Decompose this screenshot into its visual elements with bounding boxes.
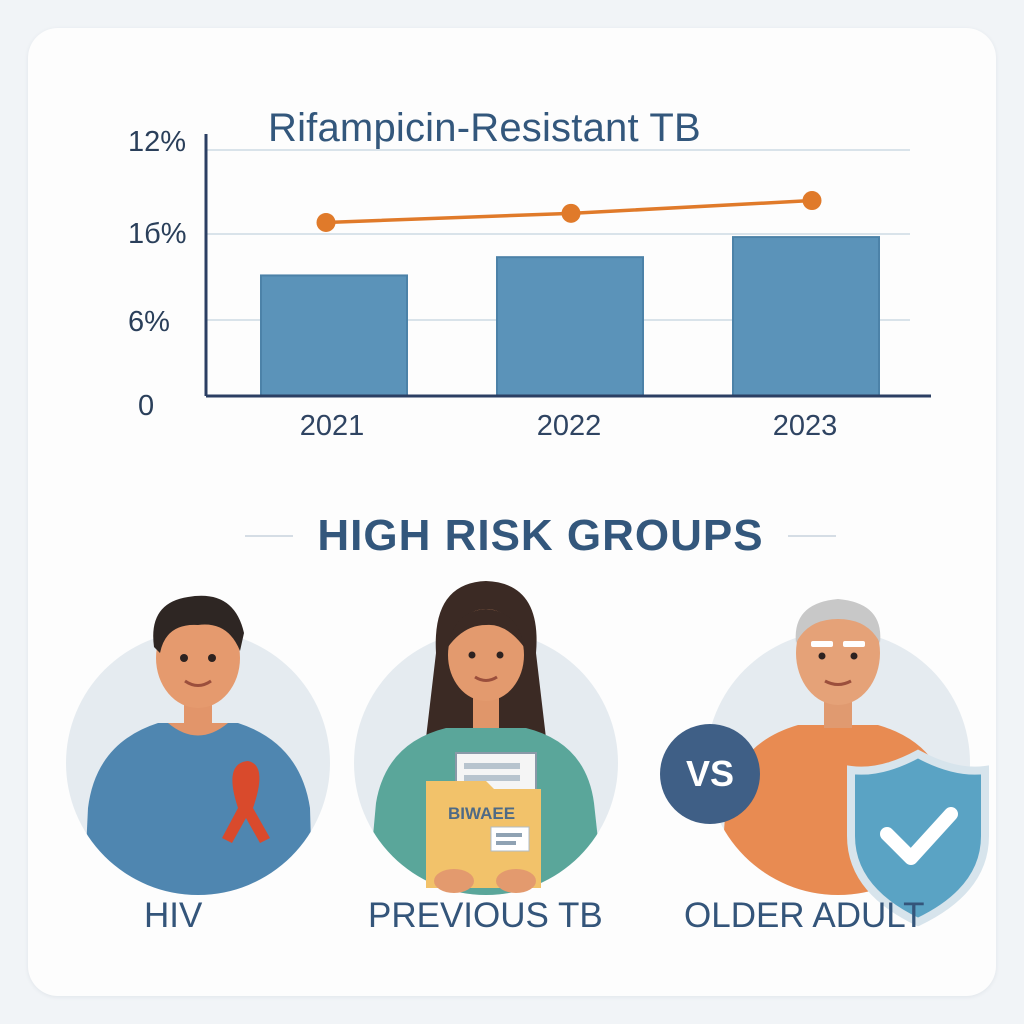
infographic-card: Rifampicin-Resistant TB 12% 1б% 6% 0 2021 20…	[28, 28, 996, 996]
person-holding-folder-icon: BIWAEE	[354, 581, 618, 895]
bar-line-chart	[204, 134, 931, 398]
person-with-red-ribbon-icon	[66, 595, 330, 895]
group-label-older-adult: OLDER ADULT	[684, 896, 925, 935]
shield-check-icon	[847, 749, 989, 927]
group-label-hiv: HIV	[144, 896, 203, 935]
vs-label: VS	[685, 753, 735, 794]
x-tick-label-2023: 2023	[772, 410, 838, 442]
group-label-previous-tb: PREVIOUS TB	[368, 896, 603, 935]
y-tick-label: 1б%	[128, 218, 187, 250]
folder-label: BIWAEE	[448, 804, 515, 823]
trend-point-2021	[316, 212, 336, 232]
trend-point-2022	[561, 203, 581, 223]
vs-badge: VS	[660, 724, 760, 824]
x-tick-label-2022: 2022	[536, 410, 602, 442]
chart-title: Rifampicin-Resistant TB	[268, 106, 701, 150]
y-tick-label: 0	[138, 390, 155, 422]
section-header: HIGH RISK GROUPS	[213, 511, 868, 561]
section-title: HIGH RISK GROUPS	[317, 511, 764, 560]
trend-point-2023	[802, 191, 822, 211]
bar-2023	[732, 236, 880, 397]
x-tick-label-2021: 2021	[299, 410, 365, 442]
y-tick-label: 6%	[128, 306, 170, 338]
bar-2021	[260, 274, 408, 397]
bar-2022	[496, 256, 644, 397]
divider-left	[245, 535, 294, 537]
divider-right	[787, 535, 836, 537]
y-tick-label: 12%	[128, 126, 187, 158]
